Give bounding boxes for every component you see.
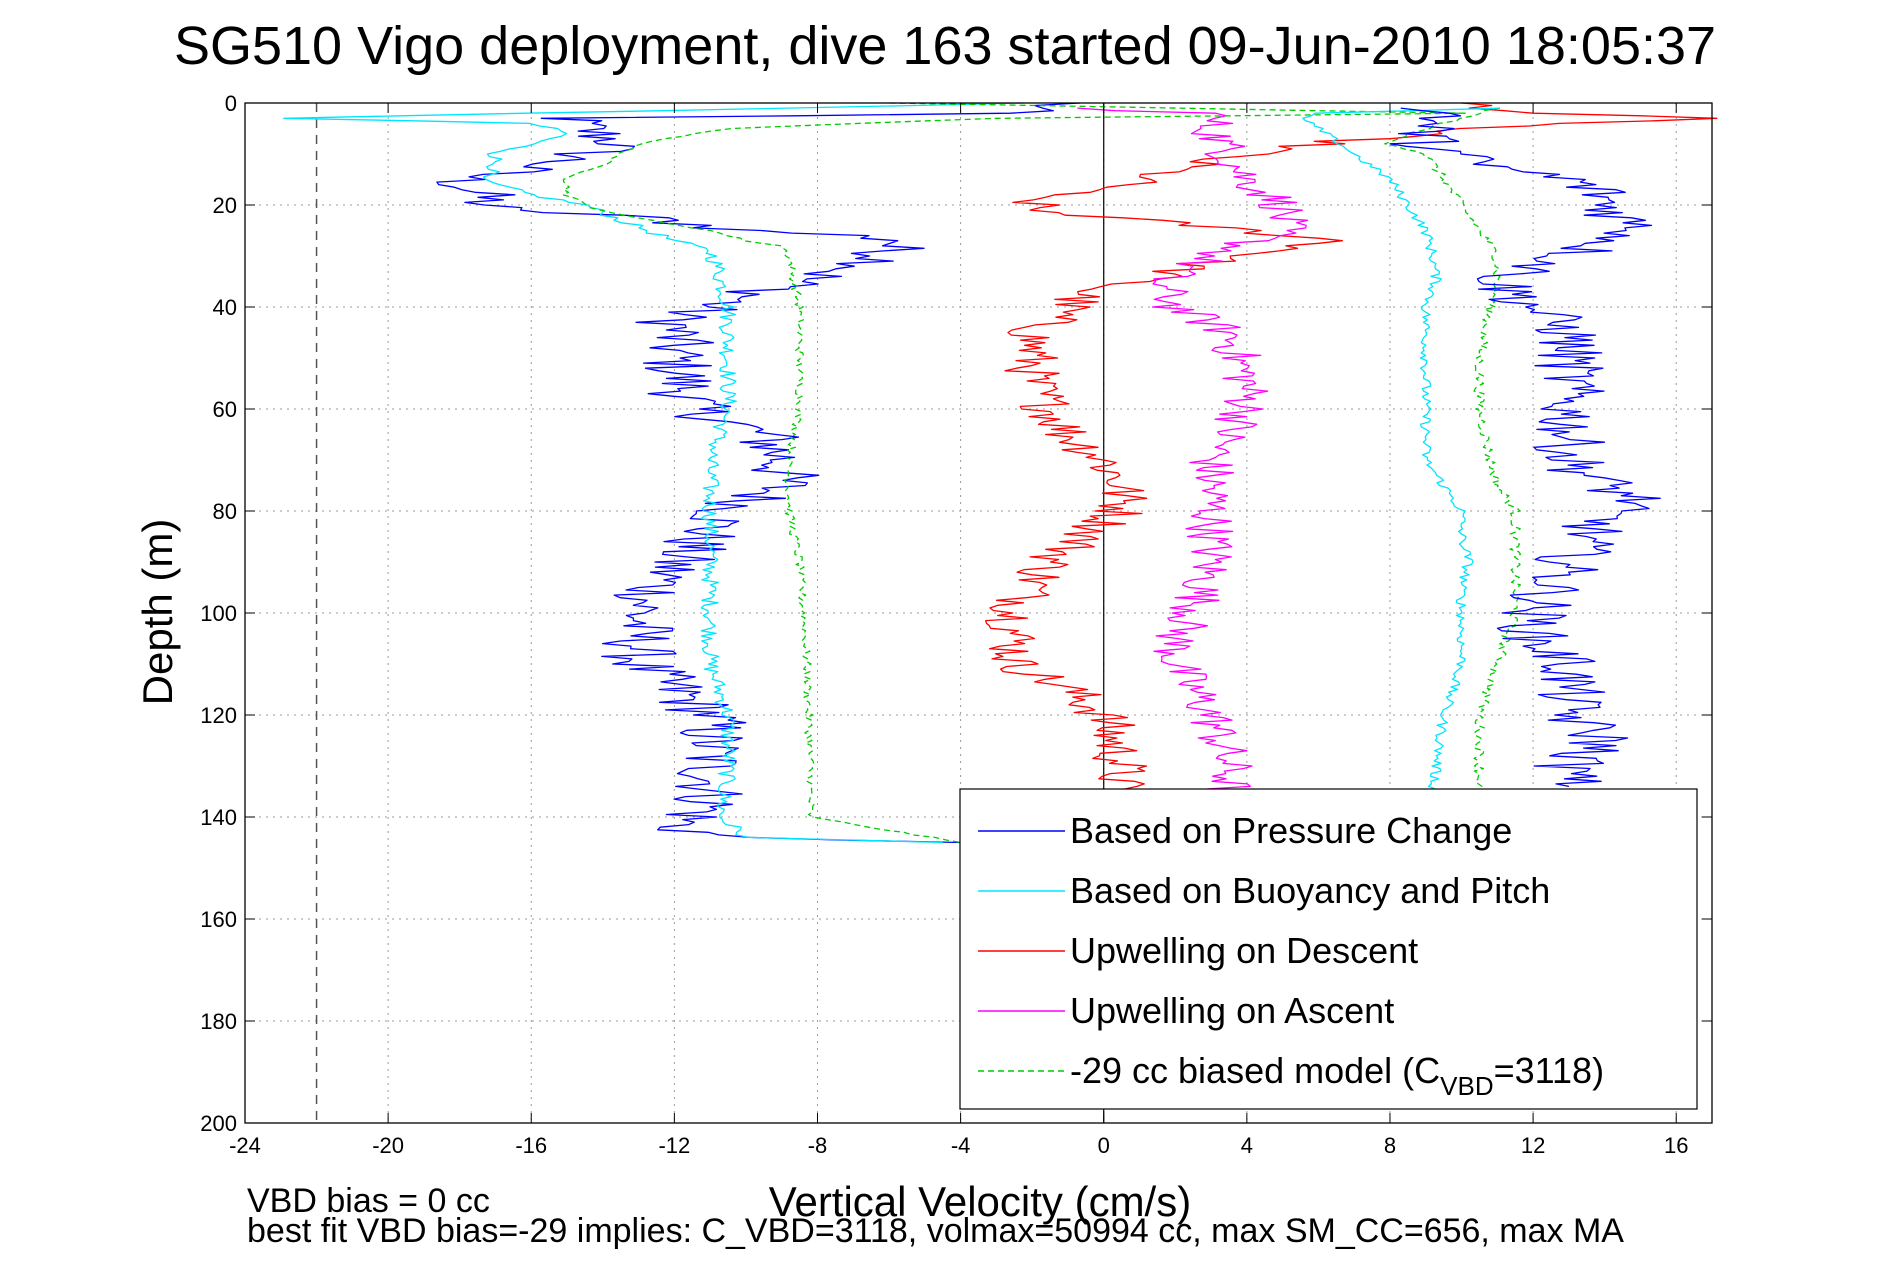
footer-line-2: best fit VBD bias=-29 implies: C_VBD=311… <box>247 1212 1624 1250</box>
y-tick-label: 80 <box>213 499 237 524</box>
axes: -24 -20 -16 -12 -8 -4 0 4 8 12 1602040608010012014… <box>200 91 1713 1158</box>
y-tick-label: 180 <box>200 1009 237 1034</box>
legend-box <box>959 788 1698 1110</box>
y-tick-label: 140 <box>200 805 237 830</box>
x-tick-label: -20 <box>372 1133 404 1158</box>
x-tick-label: 8 <box>1384 1133 1396 1158</box>
x-tick-label: 0 <box>1098 1133 1110 1158</box>
series-line-6 <box>1302 107 1499 792</box>
x-tick-label: 4 <box>1241 1133 1253 1158</box>
y-tick-label: 40 <box>213 295 237 320</box>
x-tick-label: -16 <box>515 1133 547 1158</box>
y-tick-label: 0 <box>225 91 237 116</box>
legend: Based on Pressure Change Based on Buoyanc… <box>959 788 1698 1110</box>
x-tick-label: -4 <box>951 1133 971 1158</box>
legend-label: Based on Pressure Change <box>1070 810 1512 851</box>
series-line-7 <box>1389 107 1661 788</box>
series-line-1 <box>283 102 1025 844</box>
footer-line-1: VBD bias = 0 cc <box>247 1182 490 1220</box>
legend-label: -29 cc biased model (CVBD=3118) <box>1070 1050 1604 1101</box>
chart-title: SG510 Vigo deployment, dive 163 started … <box>174 16 1716 76</box>
series-line-5 <box>1384 107 1522 793</box>
x-tick-label: -12 <box>658 1133 690 1158</box>
series-layer <box>283 102 1718 844</box>
series-line-3 <box>1077 107 1309 793</box>
y-tick-label: 20 <box>213 193 237 218</box>
x-axis-label: Vertical Velocity (cm/s) <box>769 1178 1191 1225</box>
legend-label: Based on Buoyancy and Pitch <box>1070 870 1550 911</box>
y-tick-label: 200 <box>200 1111 237 1136</box>
y-tick-label: 100 <box>200 601 237 626</box>
y-tick-label: 120 <box>200 703 237 728</box>
legend-label: Upwelling on Ascent <box>1070 990 1394 1031</box>
series-line-2 <box>985 102 1718 803</box>
y-tick-label: 160 <box>200 907 237 932</box>
legend-label: Upwelling on Descent <box>1070 930 1418 971</box>
x-tick-label: 12 <box>1521 1133 1545 1158</box>
x-tick-label: -24 <box>229 1133 261 1158</box>
y-tick-label: 60 <box>213 397 237 422</box>
x-tick-label: -8 <box>808 1133 828 1158</box>
series-line-0 <box>436 102 1081 844</box>
series-line-4 <box>562 102 1466 844</box>
y-axis-label: Depth (m) <box>134 519 181 706</box>
x-tick-label: 16 <box>1664 1133 1688 1158</box>
